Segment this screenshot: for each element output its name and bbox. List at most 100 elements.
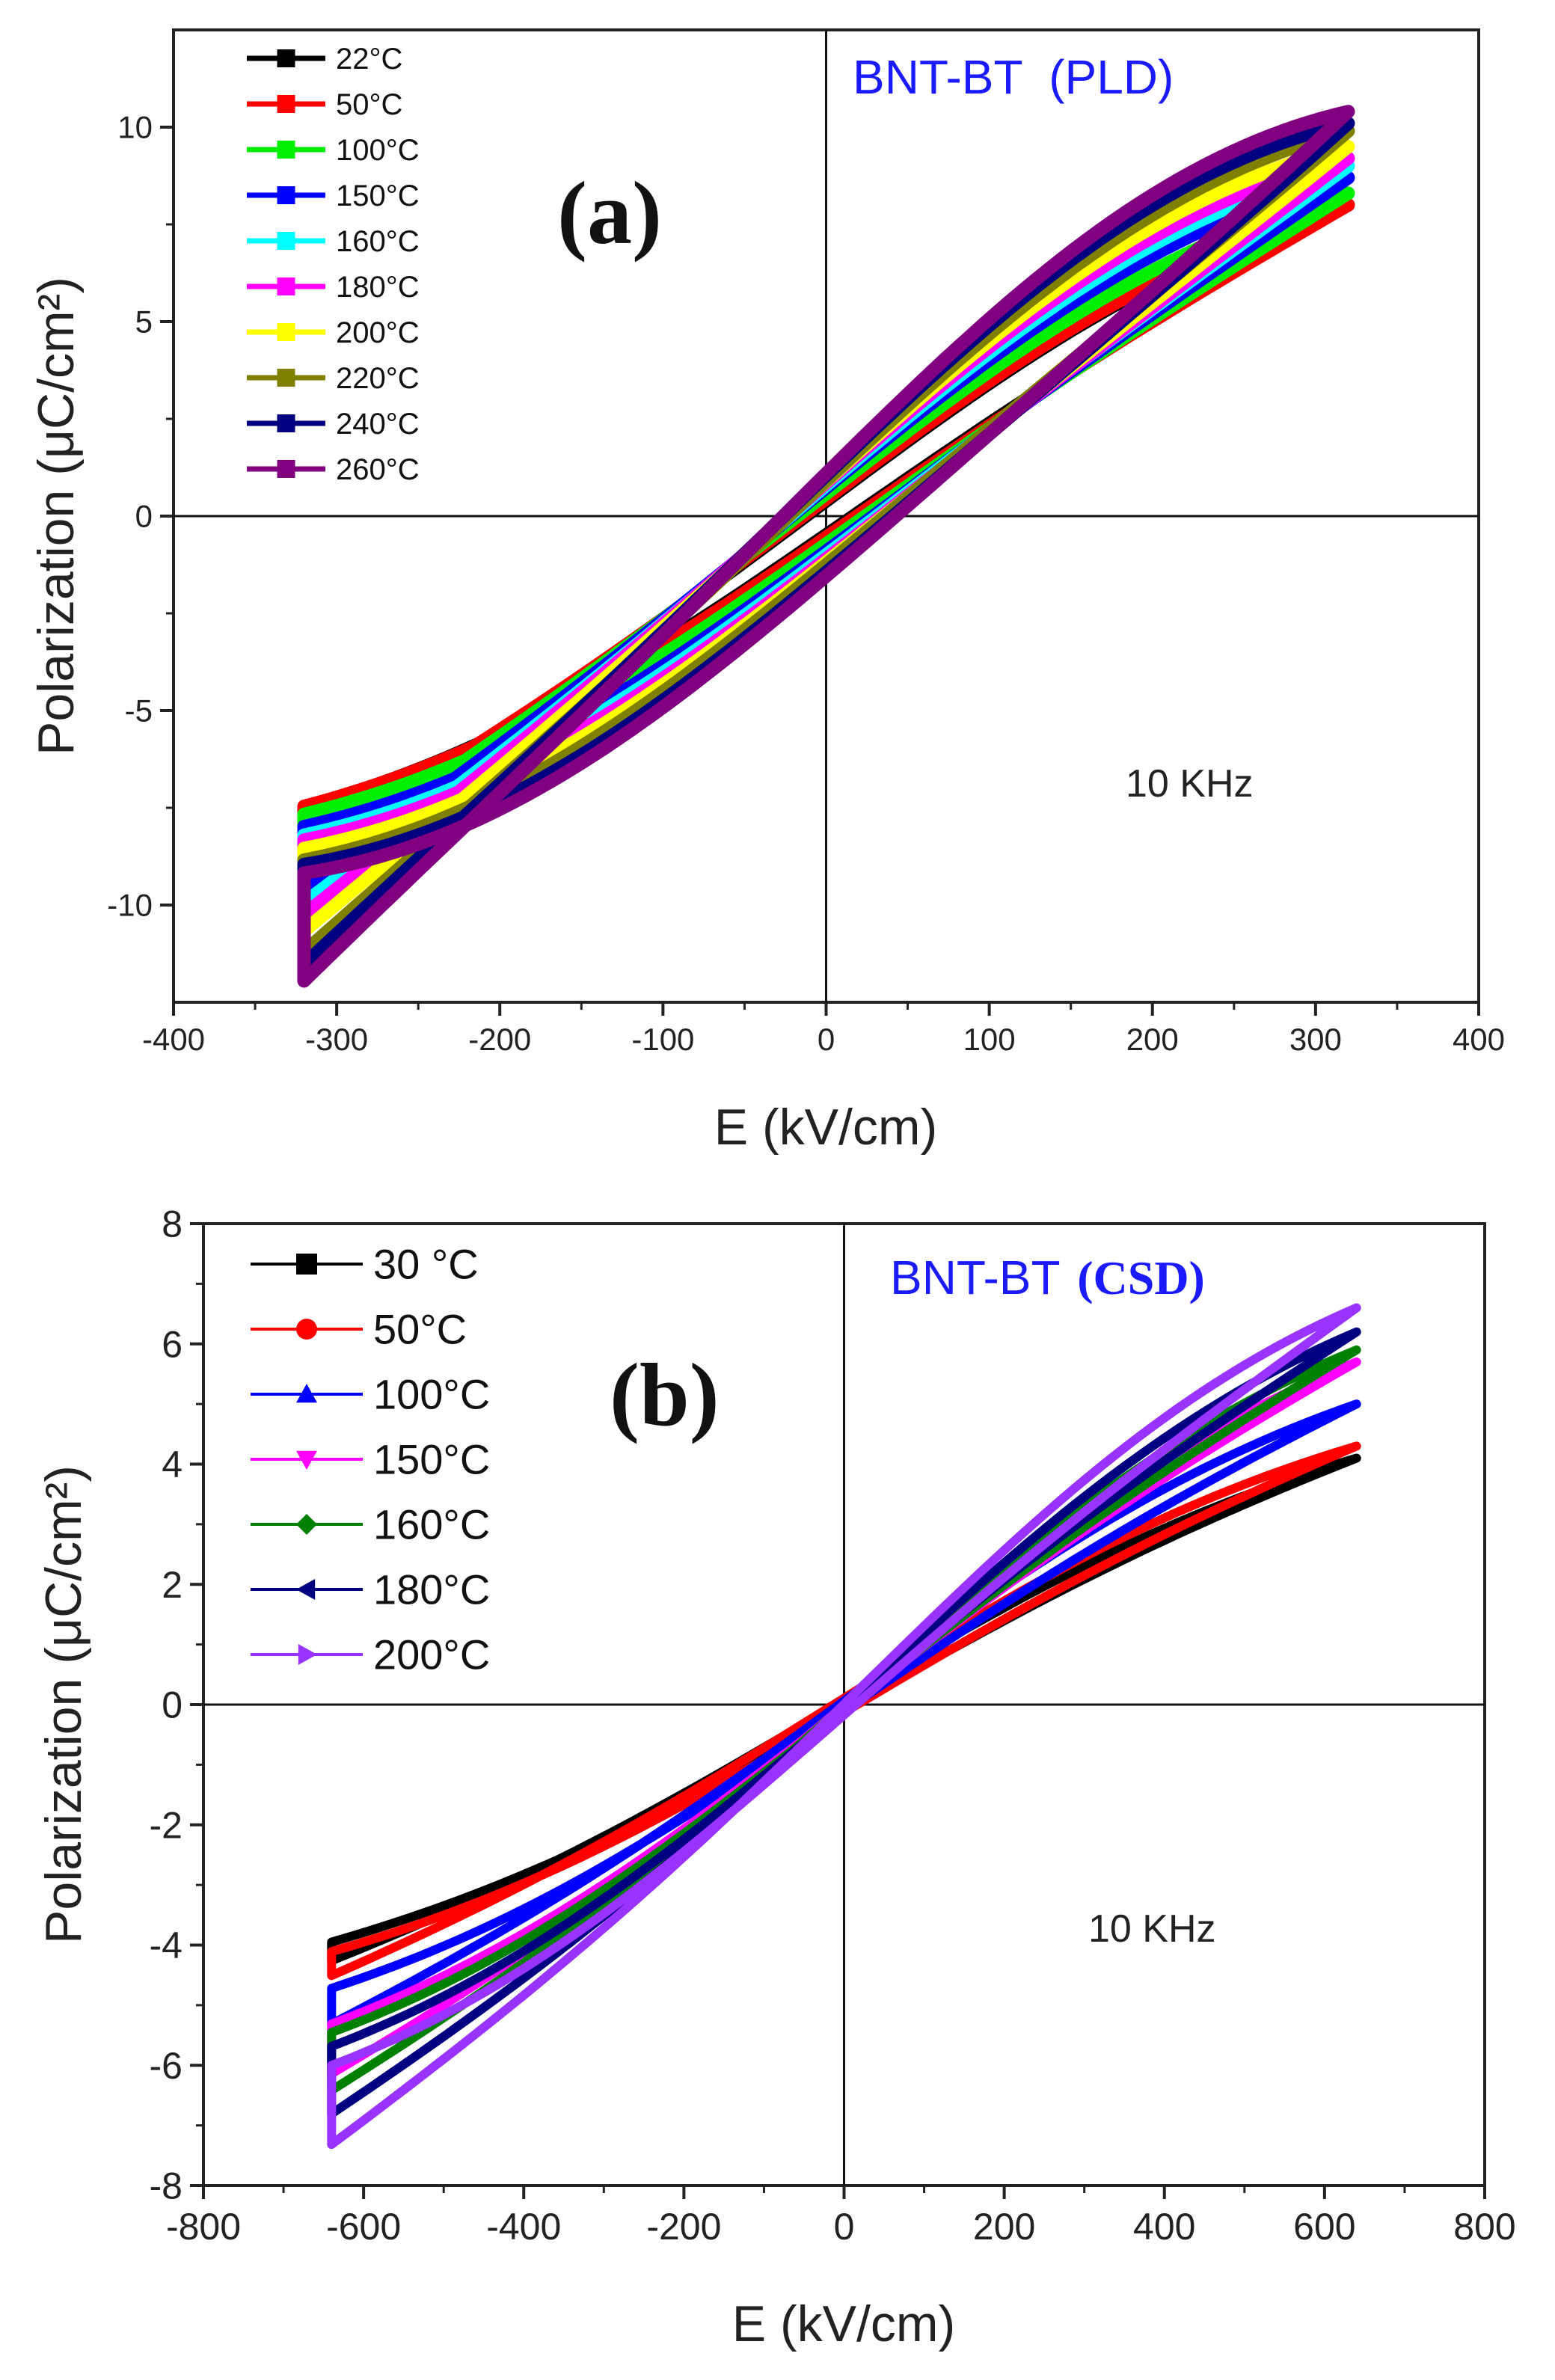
series-loop-10 [297,105,1355,988]
legend-entry: 50°C [247,88,402,121]
legend-entry: 220°C [247,362,420,395]
panel-label: (a) [557,163,662,263]
series-loop-7 [327,1303,1361,2150]
x-tick-label: -600 [326,2206,401,2248]
y-tick-label: -10 [107,888,153,923]
legend-label: 180°C [373,1566,490,1613]
y-tick-label: -4 [150,1924,183,1966]
y-tick-label: -8 [150,2165,183,2207]
legend: 22°C 50°C 100°C 150°C 160°C 180°C 200°C 220°C 24… [247,43,420,486]
legend-entry: 50°C [251,1306,467,1353]
legend-entry: 240°C [247,408,420,441]
legend-marker [277,49,295,67]
legend-entry: 180°C [247,271,420,304]
legend-entry: 150°C [251,1436,490,1483]
legend-entry: 200°C [251,1631,490,1678]
x-tick-label: 400 [1453,1022,1505,1057]
axis-ticks: -400 -300 -200 -100 0 100 200 300 400 -10 -5 0 5 10 [107,110,1505,1057]
legend-marker [277,277,295,295]
x-tick-label: -200 [468,1022,531,1057]
legend-entry: 22°C [247,43,402,76]
legend-label: 160°C [373,1501,490,1548]
legend-label: 200°C [373,1631,490,1678]
legend-marker [296,1450,317,1470]
legend-label: 150°C [336,180,420,212]
y-tick-label: 5 [135,304,153,340]
legend-marker [296,1579,316,1600]
legend-marker [277,186,295,204]
title-method: (PLD) [1049,50,1174,104]
x-tick-label: 100 [963,1022,1016,1057]
legend-marker [277,414,295,432]
legend-label: 200°C [336,316,420,349]
hysteresis-loops [297,105,1355,988]
legend-entry: 200°C [247,316,420,349]
legend-entry: 100°C [251,1371,490,1418]
y-tick-label: 6 [162,1323,183,1365]
legend-marker [277,323,295,341]
y-tick-label: -2 [150,1804,183,1846]
legend-marker [298,1644,317,1665]
legend-label: 160°C [336,225,420,258]
legend-label: 30 °C [373,1241,479,1288]
legend-marker [277,232,295,250]
y-axis-title: Polarization (μC/cm²) [28,277,85,755]
legend-label: 100°C [336,134,420,167]
legend-label: 22°C [336,43,402,76]
y-tick-label: -6 [150,2045,183,2087]
legend: 30 °C 50°C 100°C 150°C 160°C 180°C 200°C [251,1241,490,1678]
legend-marker [296,1254,317,1275]
y-tick-label: 0 [135,499,153,534]
x-tick-label: 300 [1289,1022,1342,1057]
legend-marker [277,141,295,159]
x-tick-label: -800 [166,2206,241,2248]
y-tick-label: 4 [162,1444,183,1485]
x-tick-label: -200 [646,2206,721,2248]
x-axis-title: E (kV/cm) [714,1099,937,1156]
legend-label: 180°C [336,271,420,304]
title-material: BNT-BT [853,50,1022,104]
legend-entry: 160°C [251,1501,490,1548]
legend-label: 100°C [373,1371,490,1418]
legend-label: 50°C [373,1306,467,1353]
x-tick-label: 200 [1126,1022,1179,1057]
legend-entry: 150°C [247,180,420,212]
legend-label: 50°C [336,88,402,121]
x-tick-label: 600 [1293,2206,1355,2248]
x-tick-label: 400 [1133,2206,1195,2248]
legend-marker [296,1514,317,1535]
legend-entry: 180°C [251,1566,490,1613]
x-tick-label: -400 [142,1022,205,1057]
x-tick-label: 200 [973,2206,1035,2248]
chart-panel-a: -400 -300 -200 -100 0 100 200 300 400 -10 -5 0 5 10 2… [28,28,1505,1156]
legend-marker [277,460,295,478]
title-material: BNT-BT [890,1251,1059,1304]
legend-label: 150°C [373,1436,490,1483]
panel-label: (b) [610,1345,720,1444]
frequency-annotation: 10 KHz [1088,1907,1216,1951]
y-tick-label: -5 [125,693,153,729]
title-method: (CSD) [1077,1251,1205,1304]
x-tick-label: -100 [631,1022,694,1057]
y-tick-label: 0 [162,1684,183,1726]
x-tick-label: 0 [818,1022,835,1057]
legend-entry: 30 °C [251,1241,479,1288]
x-tick-label: -300 [305,1022,368,1057]
x-axis-title: E (kV/cm) [732,2295,955,2352]
chart-panel-b: -800 -600 -400 -200 0 200 400 600 800 -8 -6 -4 -2 0 2 4… [35,1203,1516,2353]
legend-marker [277,95,295,113]
hysteresis-loops [327,1303,1361,2150]
frequency-annotation: 10 KHz [1126,762,1254,806]
chart-title: BNT-BT (CSD) [890,1251,1205,1304]
legend-marker [296,1319,317,1340]
chart-title: BNT-BT (PLD) [853,50,1174,104]
legend-label: 240°C [336,408,420,441]
y-tick-label: 10 [117,110,153,145]
x-tick-label: 800 [1453,2206,1515,2248]
legend-marker [277,369,295,387]
y-axis-title: Polarization (μC/cm²) [35,1465,92,1944]
x-tick-label: 0 [834,2206,855,2248]
x-tick-label: -400 [486,2206,561,2248]
y-tick-label: 8 [162,1203,183,1245]
